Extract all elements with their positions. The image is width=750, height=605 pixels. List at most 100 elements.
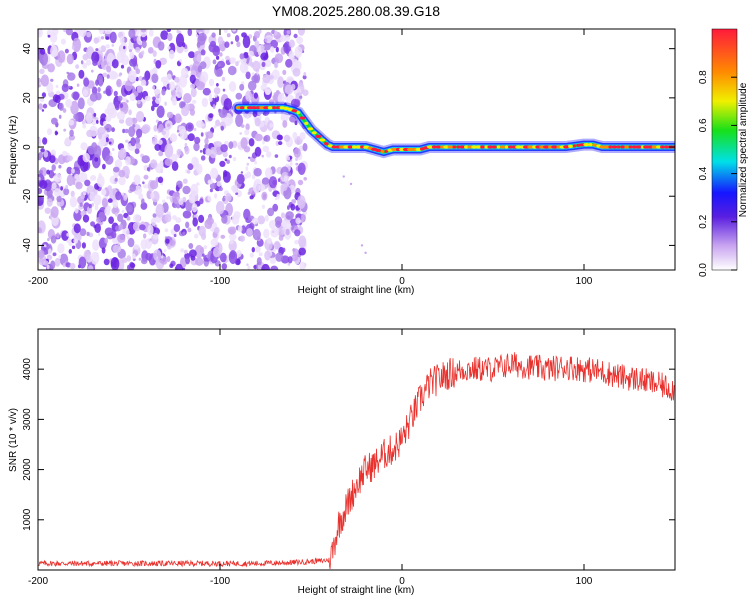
noise-blob	[253, 92, 258, 99]
noise-blob	[253, 167, 262, 177]
noise-blob	[105, 44, 110, 49]
noise-blob	[64, 137, 71, 146]
noise-blob	[80, 142, 88, 151]
noise-blob	[161, 88, 166, 96]
noise-blob	[68, 119, 75, 126]
snr-y-tick-label: 1000	[22, 508, 33, 531]
noise-blob	[184, 142, 188, 148]
trace-peak	[440, 145, 445, 149]
noise-blob	[172, 191, 180, 204]
noise-blob	[114, 177, 118, 182]
noise-blob	[113, 90, 118, 97]
trace-peak	[324, 142, 329, 146]
trace-peak	[246, 106, 254, 110]
noise-blob	[196, 163, 203, 175]
trace-peak	[463, 145, 469, 149]
noise-blob	[190, 87, 197, 98]
colorbar-tick-label: 0.6	[698, 118, 709, 132]
colorbar-tick-label: 0.4	[698, 166, 709, 180]
noise-blob	[196, 54, 202, 63]
noise-blob	[277, 93, 285, 105]
noise-blob	[260, 45, 265, 50]
noise-blob	[293, 99, 301, 108]
noise-blob	[94, 157, 99, 162]
noise-blob	[258, 252, 263, 257]
noise-blob	[295, 92, 303, 102]
spectrogram-y-tick-label: 20	[22, 92, 33, 104]
noise-blob	[73, 223, 81, 234]
noise-blob	[226, 159, 230, 164]
noise-blob	[66, 53, 74, 65]
noise-blob	[122, 226, 130, 237]
noise-blob	[220, 234, 226, 239]
noise-blob	[285, 228, 290, 236]
noise-blob	[176, 148, 182, 156]
noise-blob	[236, 41, 241, 48]
noise-blob	[111, 44, 115, 47]
noise-blob	[209, 182, 217, 190]
noise-blob	[212, 59, 217, 65]
noise-blob	[135, 46, 141, 53]
noise-blob	[52, 252, 57, 257]
noise-blob	[183, 249, 188, 255]
noise-blob	[271, 69, 280, 80]
noise-field	[38, 29, 309, 270]
noise-blob	[164, 158, 173, 167]
noise-blob	[83, 250, 91, 261]
noise-blob	[105, 137, 110, 143]
noise-blob	[254, 133, 263, 142]
noise-blob	[287, 172, 292, 177]
noise-blob	[206, 217, 215, 225]
noise-blob	[93, 37, 99, 44]
colorbar: 0.0 0.2 0.4 0.6 0.8 Normalized spectral ampl…	[698, 28, 749, 277]
noise-blob	[125, 156, 131, 166]
trace-peak	[504, 145, 509, 149]
noise-blob	[228, 141, 234, 150]
noise-blob	[78, 256, 87, 269]
noise-blob	[118, 176, 126, 186]
noise-blob	[61, 207, 64, 211]
noise-blob	[222, 197, 226, 202]
noise-blob	[100, 45, 106, 53]
noise-blob	[246, 162, 250, 166]
noise-blob	[204, 137, 209, 145]
noise-blob	[127, 207, 132, 212]
noise-blob	[44, 207, 51, 214]
noise-blob	[181, 153, 184, 157]
noise-blob	[128, 29, 136, 39]
noise-blob	[41, 109, 45, 112]
colorbar-gradient	[711, 28, 738, 271]
noise-blob	[169, 263, 174, 269]
noise-blob	[192, 217, 198, 227]
noise-blob	[208, 78, 215, 87]
noise-blob	[174, 113, 182, 124]
noise-blob	[177, 183, 182, 188]
noise-blob	[118, 74, 122, 77]
noise-blob	[39, 51, 49, 66]
noise-blob	[184, 146, 190, 155]
noise-blob	[43, 260, 49, 266]
noise-blob	[193, 127, 197, 132]
noise-blob	[42, 137, 48, 145]
noise-blob	[58, 114, 62, 119]
noise-blob	[166, 29, 171, 33]
noise-blob	[268, 220, 277, 229]
trace-peak	[360, 145, 365, 149]
noise-blob	[61, 83, 69, 93]
noise-blob	[91, 86, 98, 95]
trace-peak	[456, 145, 461, 149]
noise-blob	[151, 105, 155, 112]
noise-blob	[257, 215, 266, 225]
trace-peak	[256, 106, 261, 110]
noise-blob	[62, 108, 67, 113]
noise-blob	[110, 71, 119, 80]
noise-blob	[51, 29, 59, 36]
noise-blob	[289, 161, 293, 166]
noise-blob	[157, 41, 165, 51]
noise-blob	[38, 29, 43, 38]
noise-blob	[216, 68, 223, 77]
noise-blob	[274, 154, 279, 158]
trace-peak	[315, 134, 322, 138]
noise-blob	[58, 102, 64, 111]
noise-blob	[132, 253, 136, 260]
